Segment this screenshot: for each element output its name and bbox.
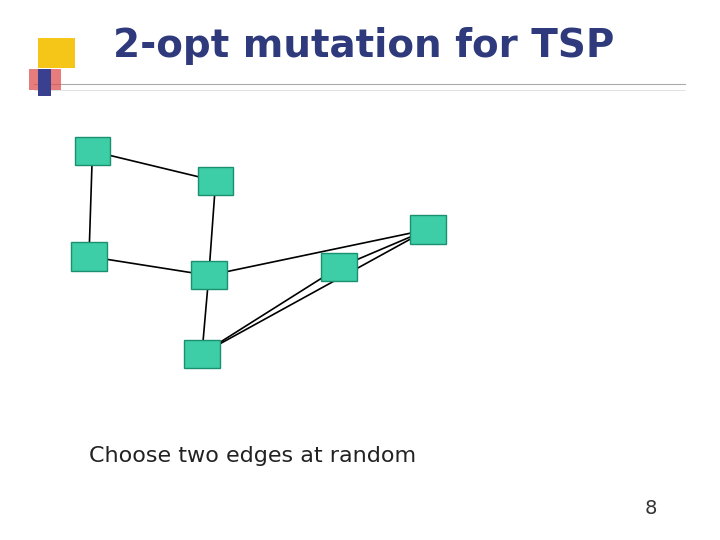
- Bar: [71, 242, 107, 271]
- Text: 8: 8: [645, 500, 657, 518]
- Bar: [37, 38, 76, 68]
- Bar: [30, 69, 61, 90]
- Bar: [75, 137, 110, 165]
- Text: 2-opt mutation for TSP: 2-opt mutation for TSP: [113, 27, 614, 65]
- Bar: [410, 215, 446, 244]
- Bar: [184, 340, 220, 368]
- Text: Choose two edges at random: Choose two edges at random: [89, 446, 416, 467]
- Bar: [37, 69, 51, 96]
- Bar: [191, 261, 227, 289]
- Bar: [198, 167, 233, 195]
- Bar: [321, 253, 356, 281]
